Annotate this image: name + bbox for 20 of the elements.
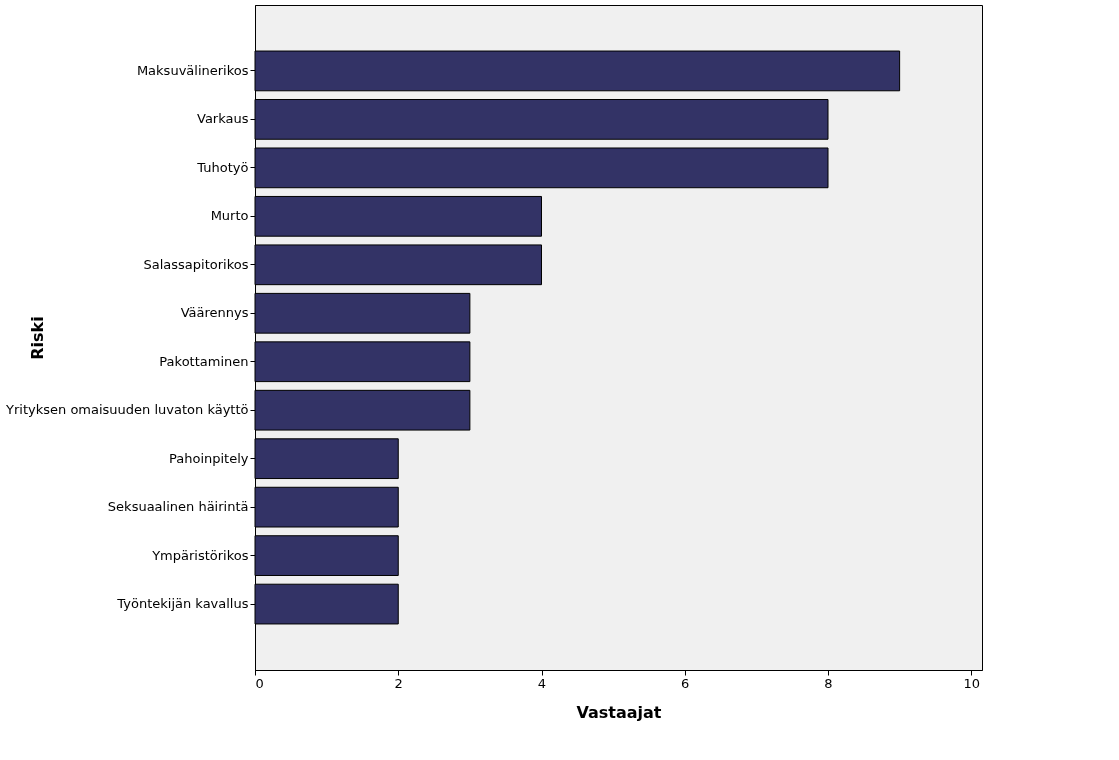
x-tick-label: 10 xyxy=(963,675,981,691)
x-axis-title: Vastaajat xyxy=(576,702,662,722)
x-tick-label: 0 xyxy=(255,675,264,691)
y-tick-label: Pahoinpitely xyxy=(168,450,249,466)
y-tick-label: Seksuaalinen häirintä xyxy=(107,499,249,515)
y-tick-label: Väärennys xyxy=(180,305,249,321)
y-tick-label: Tuhotyö xyxy=(196,159,249,175)
x-tick-label: 8 xyxy=(824,675,833,691)
x-tick-label: 4 xyxy=(537,675,547,691)
y-tick-label: Varkaus xyxy=(197,111,249,127)
x-tick-label: 2 xyxy=(394,675,403,691)
y-tick-label: Murto xyxy=(210,208,249,224)
y-tick-label: Pakottaminen xyxy=(159,353,249,369)
y-tick-label: Ympäristörikos xyxy=(151,547,249,563)
y-axis-title: Riski xyxy=(27,316,47,360)
y-tick-label: Yrityksen omaisuuden luvaton käyttö xyxy=(5,402,249,418)
x-tick-label: 6 xyxy=(681,675,690,691)
y-tick-label: Työntekijän kavallus xyxy=(116,596,249,612)
y-tick-label: Maksuvälinerikos xyxy=(136,62,249,78)
y-tick-label: Salassapitorikos xyxy=(143,256,249,272)
